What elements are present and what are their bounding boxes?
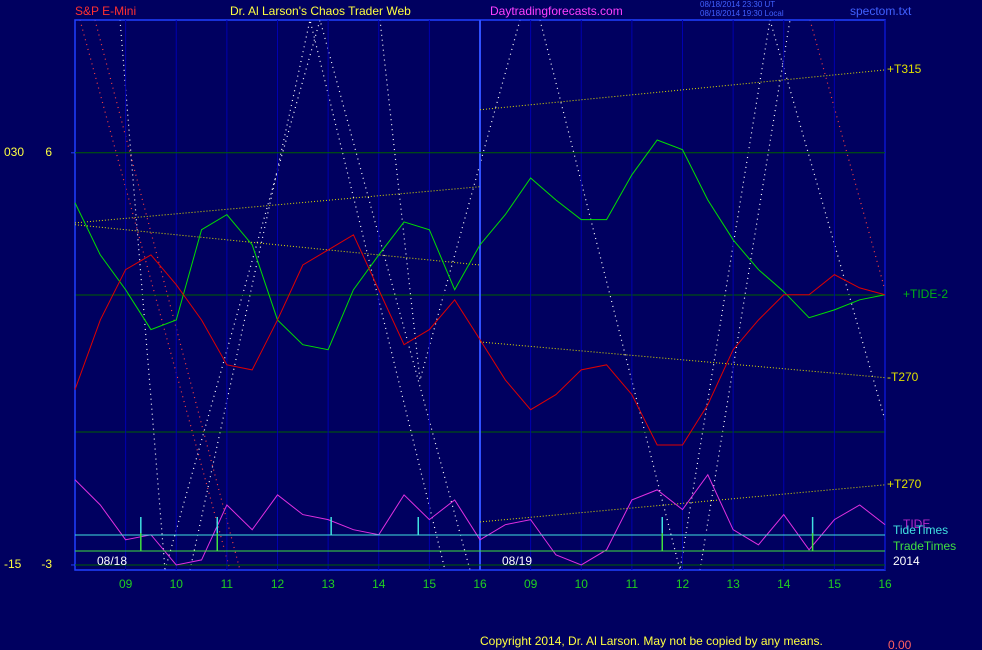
x-tick-label: 10	[575, 577, 589, 591]
x-tick-label: 16	[878, 577, 892, 591]
x-tick-label: 12	[271, 577, 285, 591]
series-line	[74, 473, 886, 566]
day-label: 08/19	[502, 554, 532, 568]
x-tick-label: 14	[372, 577, 386, 591]
series-label: TIDE	[903, 517, 930, 531]
planet-line	[379, 19, 521, 381]
trend-line	[74, 224, 481, 266]
copyright: Copyright 2014, Dr. Al Larson. May not b…	[480, 634, 823, 648]
site: Daytradingforecasts.com	[490, 4, 623, 18]
y-tick-label: 6	[45, 145, 52, 159]
time-marker-label: TideTimes	[893, 523, 948, 537]
x-tick-label: 15	[828, 577, 842, 591]
series-line	[74, 139, 886, 351]
x-tick-label: 12	[676, 577, 690, 591]
planet-line	[164, 17, 471, 571]
x-tick-label: 13	[726, 577, 740, 591]
chart-title: Dr. Al Larson's Chaos Trader Web	[230, 4, 411, 18]
x-tick-label: 11	[221, 577, 234, 591]
x-tick-label: 13	[321, 577, 335, 591]
x-tick-label: 10	[170, 577, 184, 591]
planet-line	[809, 19, 886, 291]
time-local: 08/18/2014 19:30 Local	[700, 9, 784, 18]
time-marker-label: TradeTimes	[893, 539, 956, 553]
year: 2014	[893, 554, 920, 568]
x-tick-label: 09	[119, 577, 133, 591]
x-tick-label: 09	[524, 577, 538, 591]
trend-label: +T315	[887, 62, 922, 76]
x-tick-label: 14	[777, 577, 791, 591]
x-tick-label: 11	[626, 577, 639, 591]
y-tick-label: -3	[41, 557, 52, 571]
time-ut: 08/18/2014 23:30 UT	[700, 0, 775, 9]
trend-label: +T270	[887, 477, 922, 491]
trend-line	[479, 69, 886, 111]
planet-line	[189, 19, 446, 571]
symbol: S&P E-Mini	[75, 4, 136, 18]
series-line	[74, 234, 886, 446]
x-tick-label: 16	[473, 577, 487, 591]
file-name: spectom.txt	[850, 4, 912, 18]
day-label: 08/18	[97, 554, 127, 568]
footer-value: 0.00	[888, 638, 912, 650]
series-label: +TIDE-2	[903, 287, 948, 301]
y2-tick-label: 030	[4, 145, 24, 159]
x-tick-label: 15	[423, 577, 437, 591]
y2-tick-label: -15	[4, 557, 22, 571]
trend-label: -T270	[887, 370, 919, 384]
